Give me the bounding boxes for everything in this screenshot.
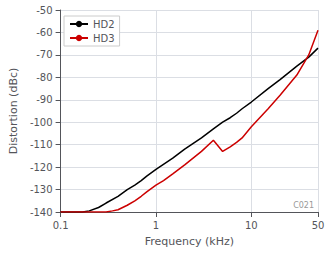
svg-text:-120: -120 — [30, 162, 53, 173]
svg-text:10: 10 — [245, 220, 258, 231]
svg-text:-90: -90 — [36, 94, 52, 105]
svg-text:1: 1 — [153, 220, 159, 231]
svg-text:0.1: 0.1 — [53, 220, 69, 231]
svg-text:C021: C021 — [293, 201, 314, 210]
svg-text:Frequency (kHz): Frequency (kHz) — [145, 235, 234, 248]
svg-text:-70: -70 — [36, 49, 52, 60]
svg-text:50: 50 — [312, 220, 325, 231]
svg-text:HD3: HD3 — [93, 33, 115, 44]
svg-text:-50: -50 — [36, 5, 52, 16]
svg-text:-100: -100 — [30, 117, 53, 128]
svg-text:-140: -140 — [30, 207, 53, 218]
svg-text:-60: -60 — [36, 27, 52, 38]
svg-text:-80: -80 — [36, 72, 52, 83]
svg-text:HD2: HD2 — [93, 19, 115, 30]
svg-text:Distortion (dBc): Distortion (dBc) — [7, 68, 20, 155]
svg-text:-130: -130 — [30, 184, 53, 195]
svg-text:-110: -110 — [30, 139, 53, 150]
